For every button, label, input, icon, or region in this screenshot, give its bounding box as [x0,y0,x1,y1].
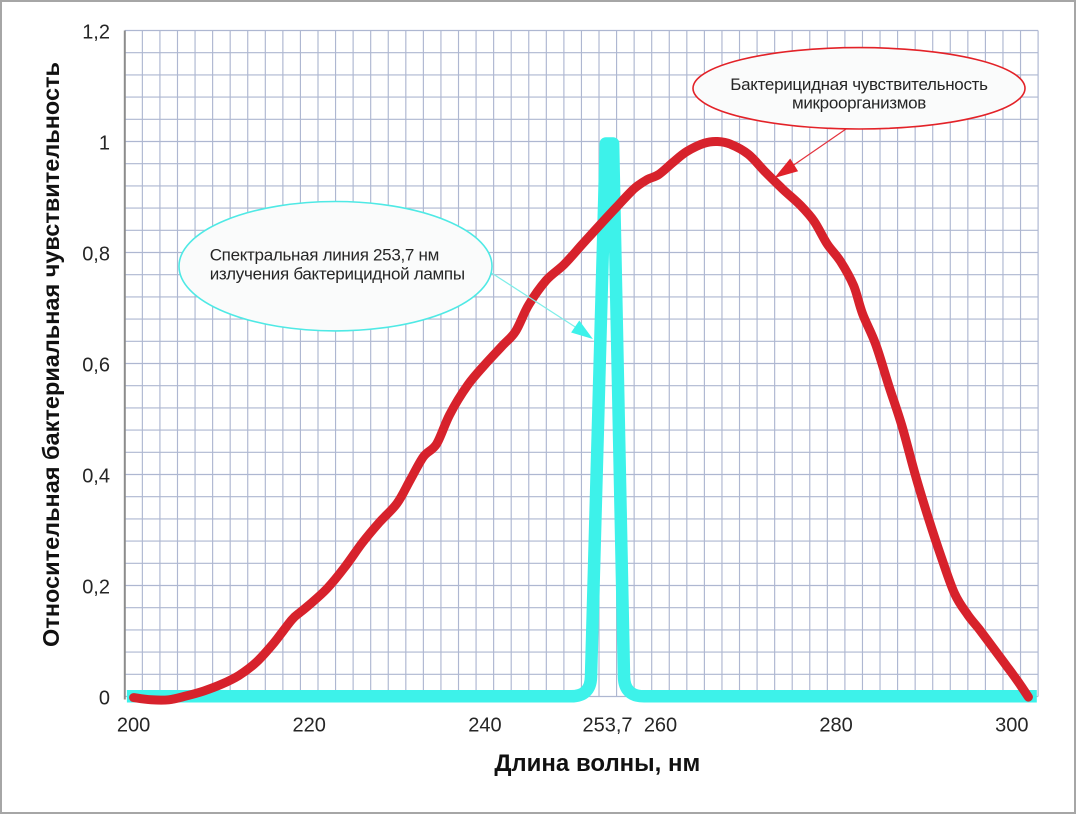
svg-text:излучения бактерицидной лампы: излучения бактерицидной лампы [210,265,465,284]
svg-text:Бактерицидная чувствительность: Бактерицидная чувствительность [730,75,988,94]
svg-text:0,6: 0,6 [82,355,110,377]
svg-text:253,7: 253,7 [582,715,632,737]
svg-text:0: 0 [99,688,110,710]
svg-text:260: 260 [644,715,677,737]
svg-text:300: 300 [995,715,1028,737]
svg-text:Спектральная линия 253,7 нм: Спектральная линия 253,7 нм [210,246,439,265]
svg-text:280: 280 [819,715,852,737]
svg-text:200: 200 [117,715,150,737]
svg-text:1: 1 [99,133,110,155]
svg-text:1,2: 1,2 [82,22,110,44]
svg-text:0,2: 0,2 [82,577,110,599]
svg-text:0,8: 0,8 [82,244,110,266]
svg-text:Относительная бактериальная чу: Относительная бактериальная чувствительн… [38,62,64,647]
svg-text:микроорганизмов: микроорганизмов [792,94,926,113]
svg-text:240: 240 [468,715,501,737]
svg-text:Длина волны, нм: Длина волны, нм [494,750,700,777]
svg-text:220: 220 [293,715,326,737]
svg-text:0,4: 0,4 [82,466,110,488]
